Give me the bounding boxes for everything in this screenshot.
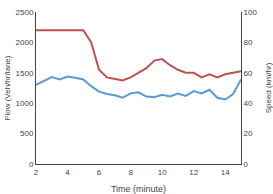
- svg-text:2000: 2000: [16, 38, 34, 47]
- svg-text:Flow (Veh/hr/lane): Flow (Veh/hr/lane): [3, 55, 12, 120]
- svg-text:2500: 2500: [16, 8, 34, 17]
- svg-text:10: 10: [158, 168, 167, 177]
- svg-text:100: 100: [244, 8, 258, 17]
- svg-text:14: 14: [221, 168, 230, 177]
- svg-text:40: 40: [244, 99, 253, 108]
- svg-text:8: 8: [128, 168, 133, 177]
- svg-text:6: 6: [97, 168, 102, 177]
- svg-text:20: 20: [244, 129, 253, 138]
- svg-text:12: 12: [189, 168, 198, 177]
- svg-text:2: 2: [34, 168, 39, 177]
- svg-text:80: 80: [244, 38, 253, 47]
- svg-text:0: 0: [244, 160, 249, 169]
- svg-text:Speed (km/hr): Speed (km/hr): [264, 62, 273, 113]
- svg-text:1000: 1000: [16, 99, 34, 108]
- svg-text:0: 0: [29, 160, 34, 169]
- svg-text:1500: 1500: [16, 69, 34, 78]
- svg-text:60: 60: [244, 69, 253, 78]
- svg-text:Time (minute): Time (minute): [111, 184, 166, 194]
- svg-text:500: 500: [20, 129, 34, 138]
- svg-text:4: 4: [65, 168, 70, 177]
